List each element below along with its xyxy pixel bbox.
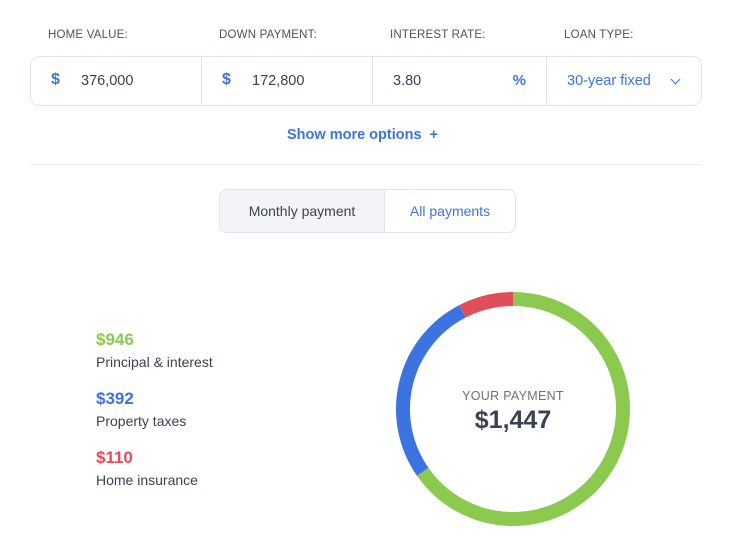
down-payment-field[interactable]: $ 172,800 [202,57,373,105]
slice-insurance [459,292,514,318]
breakdown-taxes: $392 Property taxes [96,389,296,429]
breakdown-insurance: $110 Home insurance [96,448,296,488]
slice-taxes [396,305,466,476]
payment-donut-chart [396,292,630,526]
dollar-icon: $ [51,71,60,88]
interest-rate-field[interactable]: 3.80 % [373,57,547,105]
chevron-down-icon [670,74,681,85]
taxes-amount: $392 [96,389,134,408]
home-value-field[interactable]: $ 376,000 [31,57,202,105]
slice-principal [416,292,630,526]
show-more-options-link[interactable]: Show more options + [287,127,438,143]
insurance-amount: $110 [96,448,133,467]
taxes-label: Property taxes [96,413,187,429]
plus-icon: + [429,127,438,143]
tab-all-payments[interactable]: All payments [385,190,515,232]
breakdown-principal: $946 Principal & interest [96,330,296,370]
loan-type-value: 30-year fixed [567,73,651,89]
loan-type-label: LOAN TYPE: [564,29,634,41]
divider [30,164,702,165]
dollar-icon: $ [222,71,231,88]
down-payment-label: DOWN PAYMENT: [219,29,318,41]
principal-amount: $946 [96,330,134,349]
insurance-label: Home insurance [96,472,198,488]
mortgage-inputs: $ 376,000 $ 172,800 3.80 % 30-year fixed [30,56,702,106]
principal-label: Principal & interest [96,354,213,370]
your-payment-label: YOUR PAYMENT [462,389,564,403]
home-value-input[interactable]: 376,000 [81,73,134,89]
home-value-label: HOME VALUE: [48,29,128,41]
interest-rate-input[interactable]: 3.80 [393,73,422,89]
field-labels: HOME VALUE: DOWN PAYMENT: INTEREST RATE:… [0,29,740,45]
show-more-options-label: Show more options [287,127,422,143]
total-payment-value: $1,447 [474,406,552,434]
payment-view-toggle: Monthly payment All payments [219,189,516,233]
tab-monthly-payment[interactable]: Monthly payment [220,190,385,232]
percent-icon: % [512,72,526,89]
loan-type-select[interactable]: 30-year fixed [547,57,701,105]
interest-rate-label: INTEREST RATE: [390,29,486,41]
down-payment-input[interactable]: 172,800 [252,73,305,89]
